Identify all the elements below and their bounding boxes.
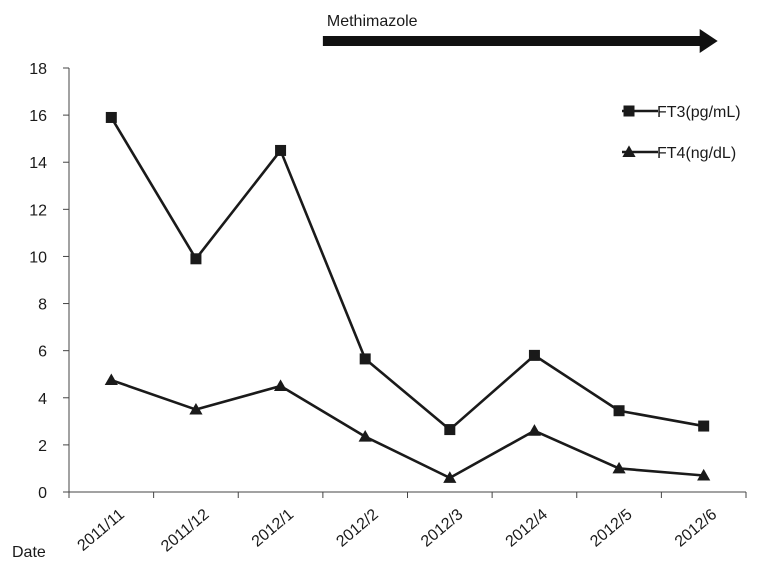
annotation-arrow-shaft	[322, 36, 702, 46]
data-point	[698, 420, 710, 432]
y-tick-label: 14	[29, 155, 47, 172]
data-point	[613, 405, 625, 417]
x-tick-label: 2012/1	[249, 506, 297, 551]
series-line	[110, 116, 704, 431]
x-tick-label: 2012/6	[672, 506, 720, 551]
x-tick-label: 2012/5	[587, 506, 635, 551]
data-point	[275, 144, 287, 156]
legend-entry: FT3(pg/mL)	[622, 104, 741, 121]
y-tick-label: 6	[38, 344, 47, 361]
x-tick-label: 2011/11	[74, 506, 127, 555]
legend-marker	[623, 105, 635, 117]
series-2	[104, 373, 711, 483]
data-point	[358, 430, 372, 442]
data-point	[104, 373, 118, 386]
data-point	[697, 468, 711, 481]
y-tick-label: 10	[29, 249, 47, 266]
axes: 0 2 4 6 8 10 12 14 16 18 2011/11 2011/12 2012/1 2012/…	[29, 61, 747, 556]
series-line	[110, 378, 704, 480]
data-point	[359, 353, 371, 365]
data-point	[527, 424, 542, 436]
data-point	[612, 461, 626, 474]
x-tick-label: 2012/4	[503, 506, 551, 551]
data-point	[190, 253, 202, 265]
legend-entry: FT4(ng/dL)	[622, 145, 736, 162]
y-tick-label: 2	[38, 438, 47, 455]
legend-label: FT3(pg/mL)	[657, 104, 741, 121]
data-point	[443, 471, 457, 483]
legend: FT3(pg/mL) FT4(ng/dL)	[622, 104, 741, 162]
series-1	[105, 111, 710, 436]
x-tick-label: 2011/12	[158, 506, 212, 556]
y-tick-label: 4	[38, 391, 47, 408]
legend-label: FT4(ng/dL)	[657, 145, 736, 162]
x-tick-label: 2012/3	[418, 506, 466, 551]
legend-marker	[622, 145, 636, 157]
data-point	[189, 402, 203, 415]
data-point	[444, 424, 456, 436]
x-axis-label: Date	[12, 544, 46, 561]
y-tick-label: 0	[38, 485, 47, 502]
y-tick-label: 18	[29, 61, 47, 78]
annotation: Methimazole	[322, 13, 718, 53]
series-layer	[104, 111, 711, 483]
y-tick-label: 8	[38, 297, 47, 314]
x-tick-label: 2012/2	[333, 506, 381, 551]
y-tick-label: 16	[29, 108, 47, 125]
data-point	[105, 111, 117, 123]
data-point	[528, 349, 540, 361]
annotation-label: Methimazole	[327, 13, 418, 30]
data-point	[273, 379, 288, 391]
y-tick-label: 12	[29, 202, 47, 219]
annotation-arrow-head	[699, 29, 718, 53]
